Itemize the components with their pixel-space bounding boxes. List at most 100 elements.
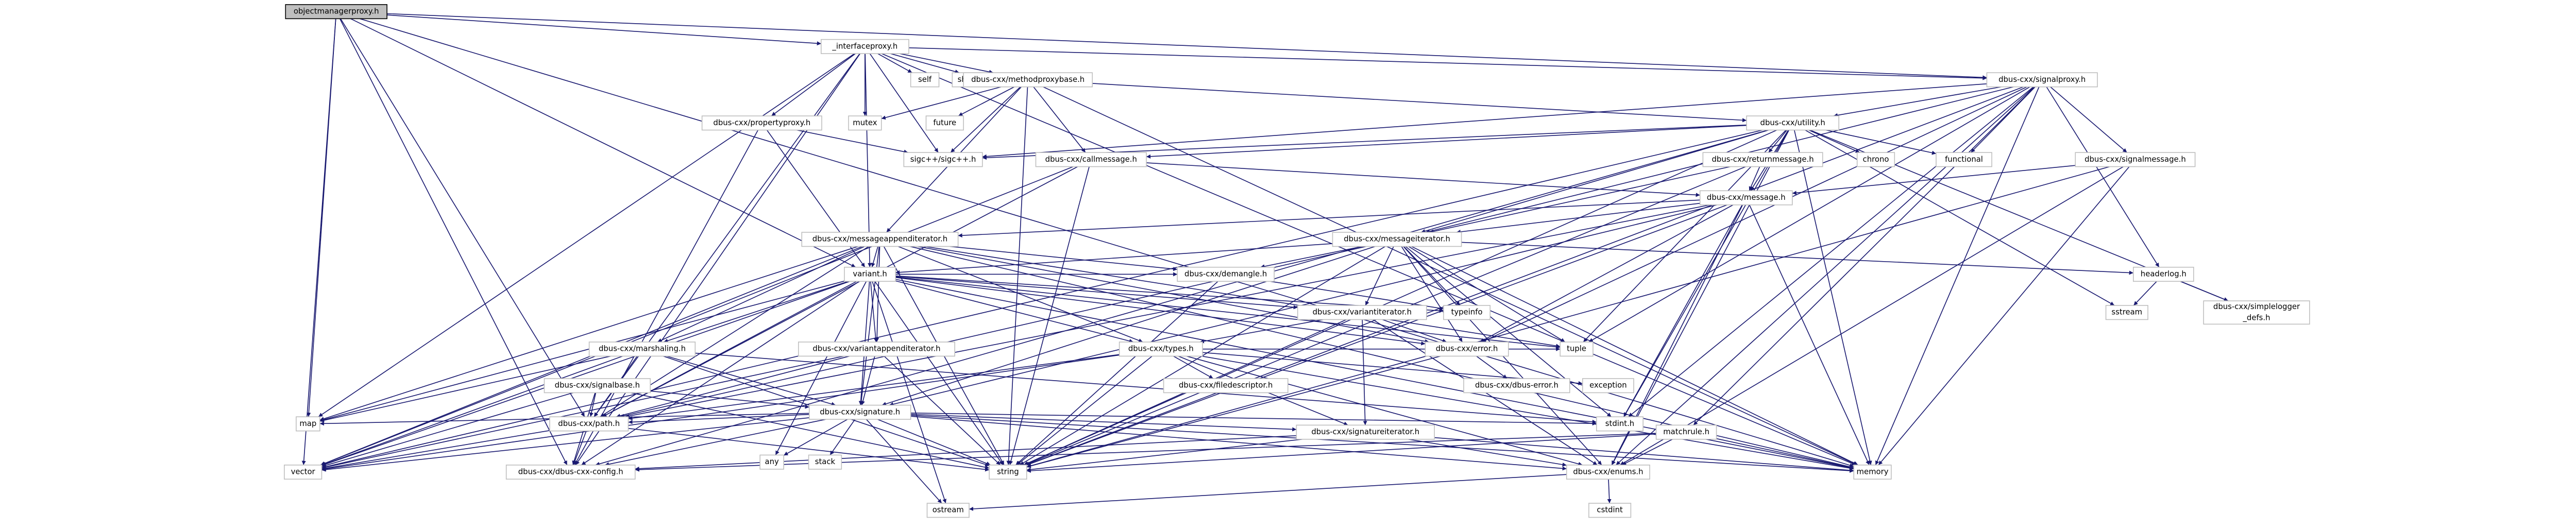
node-label: mutex bbox=[853, 118, 877, 127]
node-label: tuple bbox=[1567, 345, 1586, 353]
node-box bbox=[1296, 424, 1435, 440]
node-label: dbus-cxx/error.h bbox=[1436, 345, 1498, 353]
node: dbus-cxx/simplelogger _defs.h bbox=[2203, 300, 2310, 325]
node-box bbox=[505, 464, 636, 480]
edge bbox=[869, 53, 939, 153]
edge bbox=[969, 474, 1567, 511]
edge bbox=[1461, 242, 2133, 275]
edge bbox=[321, 392, 573, 468]
node-label: dbus-cxx/messageappenditerator.h bbox=[812, 235, 947, 244]
node-box bbox=[820, 39, 909, 54]
edge bbox=[910, 413, 1597, 426]
edge bbox=[319, 280, 845, 422]
node-label: dbus-cxx/signalmessage.h bbox=[2084, 155, 2186, 164]
edge bbox=[1833, 86, 2002, 117]
edge bbox=[866, 419, 942, 504]
edge bbox=[1009, 166, 1090, 465]
edge bbox=[631, 392, 990, 470]
edge bbox=[771, 53, 856, 116]
node-box bbox=[1596, 416, 1644, 432]
node-label: dbus-cxx/enums.h bbox=[1573, 468, 1643, 476]
edge bbox=[602, 281, 857, 417]
node-label: dbus-cxx/dbus-cxx-config.h bbox=[518, 468, 623, 476]
edge bbox=[321, 430, 550, 471]
node-label: dbus-cxx/simplelogger bbox=[2213, 302, 2300, 311]
node-label: typeinfo bbox=[1451, 308, 1483, 317]
node-box bbox=[1566, 464, 1650, 480]
edge bbox=[1620, 166, 2124, 466]
node-label: dbus-cxx/message.h bbox=[1707, 193, 1786, 202]
edge bbox=[872, 281, 947, 504]
edge bbox=[870, 281, 878, 343]
edge bbox=[321, 355, 623, 466]
node-label: dbus-cxx/marshaling.h bbox=[599, 345, 686, 353]
edge bbox=[884, 355, 1001, 466]
edge bbox=[1623, 204, 1743, 417]
node-label: ostream bbox=[933, 506, 964, 515]
node: objectmanagerproxy.h bbox=[285, 4, 387, 20]
node: _interfaceproxy.h bbox=[820, 39, 909, 54]
edge bbox=[908, 47, 1987, 80]
node: memory bbox=[1853, 464, 1892, 480]
edge bbox=[387, 14, 821, 46]
node-box bbox=[1746, 115, 1840, 131]
edge bbox=[695, 352, 1597, 424]
node-box bbox=[1443, 305, 1491, 320]
edge bbox=[321, 281, 850, 466]
edge bbox=[628, 354, 1120, 420]
edge bbox=[1482, 86, 2027, 343]
node: string bbox=[989, 464, 1027, 480]
node-label: dbus-cxx/signature.h bbox=[820, 407, 900, 416]
node-box bbox=[963, 72, 1093, 88]
edge bbox=[1616, 87, 2035, 466]
node: dbus-cxx/message.h bbox=[1699, 190, 1793, 206]
edge bbox=[1429, 166, 1731, 234]
node-label: _interfaceproxy.h bbox=[832, 42, 897, 50]
node: variant.h bbox=[844, 266, 896, 282]
edge bbox=[783, 419, 848, 456]
edge bbox=[1623, 130, 1789, 417]
node-label: sigc++/sigc++.h bbox=[910, 155, 976, 164]
edge bbox=[1621, 439, 1673, 466]
node: dbus-cxx/variantappenditerator.h bbox=[798, 342, 955, 357]
edge bbox=[1403, 246, 1461, 306]
node-label: variant.h bbox=[853, 269, 887, 278]
node-label: stack bbox=[815, 457, 836, 466]
node-box bbox=[801, 232, 959, 247]
node: dbus-cxx/enums.h bbox=[1566, 464, 1650, 480]
node: dbus-cxx/variantiterator.h bbox=[1297, 305, 1427, 320]
node-box bbox=[701, 115, 822, 131]
node-label: dbus-cxx/callmessage.h bbox=[1045, 155, 1137, 164]
node: dbus-cxx/marshaling.h bbox=[588, 342, 696, 357]
node: dbus-cxx/messageiterator.h bbox=[1332, 232, 1462, 247]
edge bbox=[897, 246, 1143, 343]
node: functional bbox=[1936, 152, 1992, 167]
node-box bbox=[844, 266, 896, 282]
node-box bbox=[2203, 300, 2310, 325]
edge bbox=[899, 53, 994, 74]
edge bbox=[319, 246, 858, 421]
node: ostream bbox=[926, 503, 970, 518]
edge bbox=[1015, 281, 1218, 466]
edge bbox=[1026, 438, 1302, 472]
edge bbox=[1405, 246, 1612, 417]
edge bbox=[1420, 129, 1769, 233]
edge bbox=[881, 86, 1002, 120]
edge bbox=[635, 433, 1656, 472]
edge bbox=[1382, 319, 1447, 343]
edge bbox=[1792, 165, 2076, 195]
node-label: string bbox=[997, 468, 1019, 476]
edge bbox=[1199, 319, 1324, 344]
edge bbox=[320, 166, 1074, 466]
node-box bbox=[1655, 424, 1717, 440]
node-box bbox=[1163, 378, 1289, 394]
node: future bbox=[925, 115, 964, 131]
node-label: exception bbox=[1589, 381, 1626, 390]
edge bbox=[882, 53, 1856, 466]
node-box bbox=[926, 503, 970, 518]
node-box bbox=[1332, 232, 1462, 247]
node-label: sstream bbox=[2111, 308, 2142, 317]
node-box bbox=[910, 72, 940, 88]
edge bbox=[616, 355, 850, 418]
